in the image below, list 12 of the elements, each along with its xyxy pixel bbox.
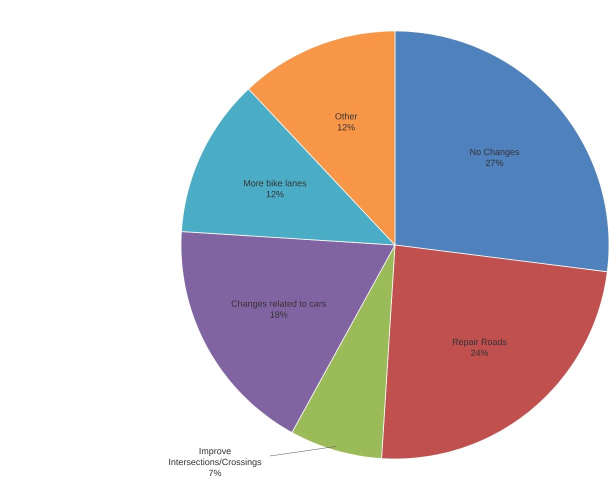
slice-label: Other xyxy=(335,112,358,120)
data-label: 12% xyxy=(338,124,355,130)
slice-label: More bike lanes xyxy=(244,180,306,186)
data-label: 27% xyxy=(486,160,504,166)
data-label: 18% xyxy=(270,311,288,318)
slice-label: Improve Intersections/Crossings xyxy=(169,448,262,467)
slice-label: No Changes xyxy=(470,148,520,157)
slice-label: Changes related to cars xyxy=(232,300,326,309)
data-label: 7% xyxy=(208,470,222,476)
slice-label: Repair Roads xyxy=(452,338,507,347)
data-label: 24% xyxy=(471,350,488,356)
data-label: 12% xyxy=(266,190,284,198)
